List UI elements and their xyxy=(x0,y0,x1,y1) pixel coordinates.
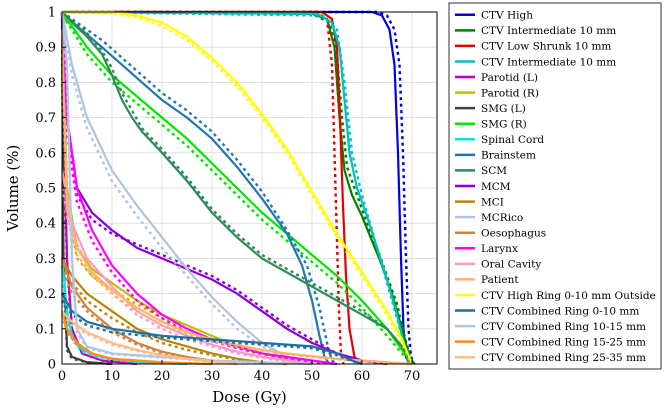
x-tick-label: 10 xyxy=(104,369,121,384)
y-tick-label: 0.7 xyxy=(35,111,56,126)
y-axis-title: Volume (%) xyxy=(4,145,22,233)
series-1-solid-line xyxy=(61,10,416,365)
legend-entry: SMG (L) xyxy=(481,103,526,115)
y-tick-label: 0.6 xyxy=(35,146,56,161)
legend-box xyxy=(448,2,662,370)
series-18-dotted-line xyxy=(61,10,414,365)
x-tick-label: 60 xyxy=(354,369,371,384)
series-1-dotted-line xyxy=(61,10,414,365)
series-11-solid-line xyxy=(60,11,388,366)
series-9-solid-line xyxy=(61,11,331,365)
x-tick-label: 40 xyxy=(254,369,271,384)
series-8-solid-line xyxy=(60,258,188,366)
series-2-dotted-line xyxy=(62,10,345,365)
legend-entry: SCM xyxy=(481,165,507,177)
series-22-solid-line xyxy=(61,310,238,366)
legend-entry: MCI xyxy=(481,196,504,208)
legend-entry: CTV Intermediate 10 mm xyxy=(481,25,616,37)
y-tick-label: 0.1 xyxy=(35,322,56,337)
series-9-dotted-line xyxy=(61,11,338,365)
legend: CTV High CTV Intermediate 10 mm CTV Low Sh… xyxy=(448,2,662,370)
legend-entry: Brainstem xyxy=(481,150,536,162)
series-6-solid-line xyxy=(60,11,113,366)
legend-entry: MCRico xyxy=(481,212,523,224)
series-10-solid-line xyxy=(61,11,413,365)
legend-entry: CTV Low Shrunk 10 mm xyxy=(481,41,611,53)
series-7-solid-line xyxy=(61,14,413,365)
legend-entry: CTV Intermediate 10 mm xyxy=(481,56,616,68)
legend-entry: CTV Combined Ring 0-10 mm xyxy=(481,305,639,317)
series-13-dotted-line xyxy=(60,11,313,366)
x-tick-label: 50 xyxy=(304,369,321,384)
legend-entry: Oral Cavity xyxy=(481,259,541,271)
legend-entry: Parotid (L) xyxy=(481,72,538,84)
legend-entry: CTV High Ring 0-10 mm Outside xyxy=(481,290,656,302)
x-tick-label: 70 xyxy=(404,369,421,384)
series-19-solid-line xyxy=(61,293,363,366)
legend-entry: MCM xyxy=(481,181,511,193)
y-tick-label: 0.8 xyxy=(35,76,56,91)
x-tick-label: 20 xyxy=(154,369,171,384)
x-tick-label: 0 xyxy=(58,369,66,384)
legend-entry: Larynx xyxy=(481,243,518,255)
legend-entry: Oesophagus xyxy=(481,227,546,239)
series-2-solid-line xyxy=(62,10,363,365)
series-19-dotted-line xyxy=(61,299,363,366)
legend-entry: CTV Combined Ring 25-35 mm xyxy=(481,352,646,364)
y-tick-label: 1 xyxy=(48,6,56,21)
x-axis-title: Dose (Gy) xyxy=(212,388,287,406)
legend-entry: CTV Combined Ring 10-15 mm xyxy=(481,321,646,333)
axis-ticks: 0 10 20 30 40 50 60 70 0 0.1 0.2 0.3 0.4 0.5 0.6 0.7 0.8… xyxy=(35,6,420,385)
series-20-solid-line xyxy=(60,11,313,366)
legend-entry: CTV High xyxy=(481,10,533,22)
y-tick-label: 0.5 xyxy=(35,182,56,197)
series-18-solid-line xyxy=(62,10,414,365)
legend-entry: CTV Combined Ring 15-25 mm xyxy=(481,336,646,348)
legend-entry: SMG (R) xyxy=(481,119,527,131)
series-lines xyxy=(60,10,416,366)
x-tick-label: 30 xyxy=(204,369,221,384)
legend-entry: Spinal Cord xyxy=(481,134,544,146)
legend-entry: Patient xyxy=(481,274,519,286)
series-0-dotted-line xyxy=(62,10,416,365)
series-10-dotted-line xyxy=(61,11,414,365)
series-3-solid-line xyxy=(61,10,411,365)
y-tick-label: 0.9 xyxy=(35,41,56,56)
y-tick-label: 0.4 xyxy=(35,217,56,232)
legend-entry: Parotid (R) xyxy=(481,87,539,99)
y-tick-label: 0 xyxy=(48,358,56,373)
series-15-dotted-line xyxy=(60,11,338,366)
series-12-solid-line xyxy=(61,257,288,366)
series-8-dotted-line xyxy=(60,265,188,366)
y-tick-label: 0.2 xyxy=(35,287,56,302)
y-tick-label: 0.3 xyxy=(35,252,56,267)
series-11-dotted-line xyxy=(60,11,388,366)
series-15-solid-line xyxy=(60,11,338,366)
